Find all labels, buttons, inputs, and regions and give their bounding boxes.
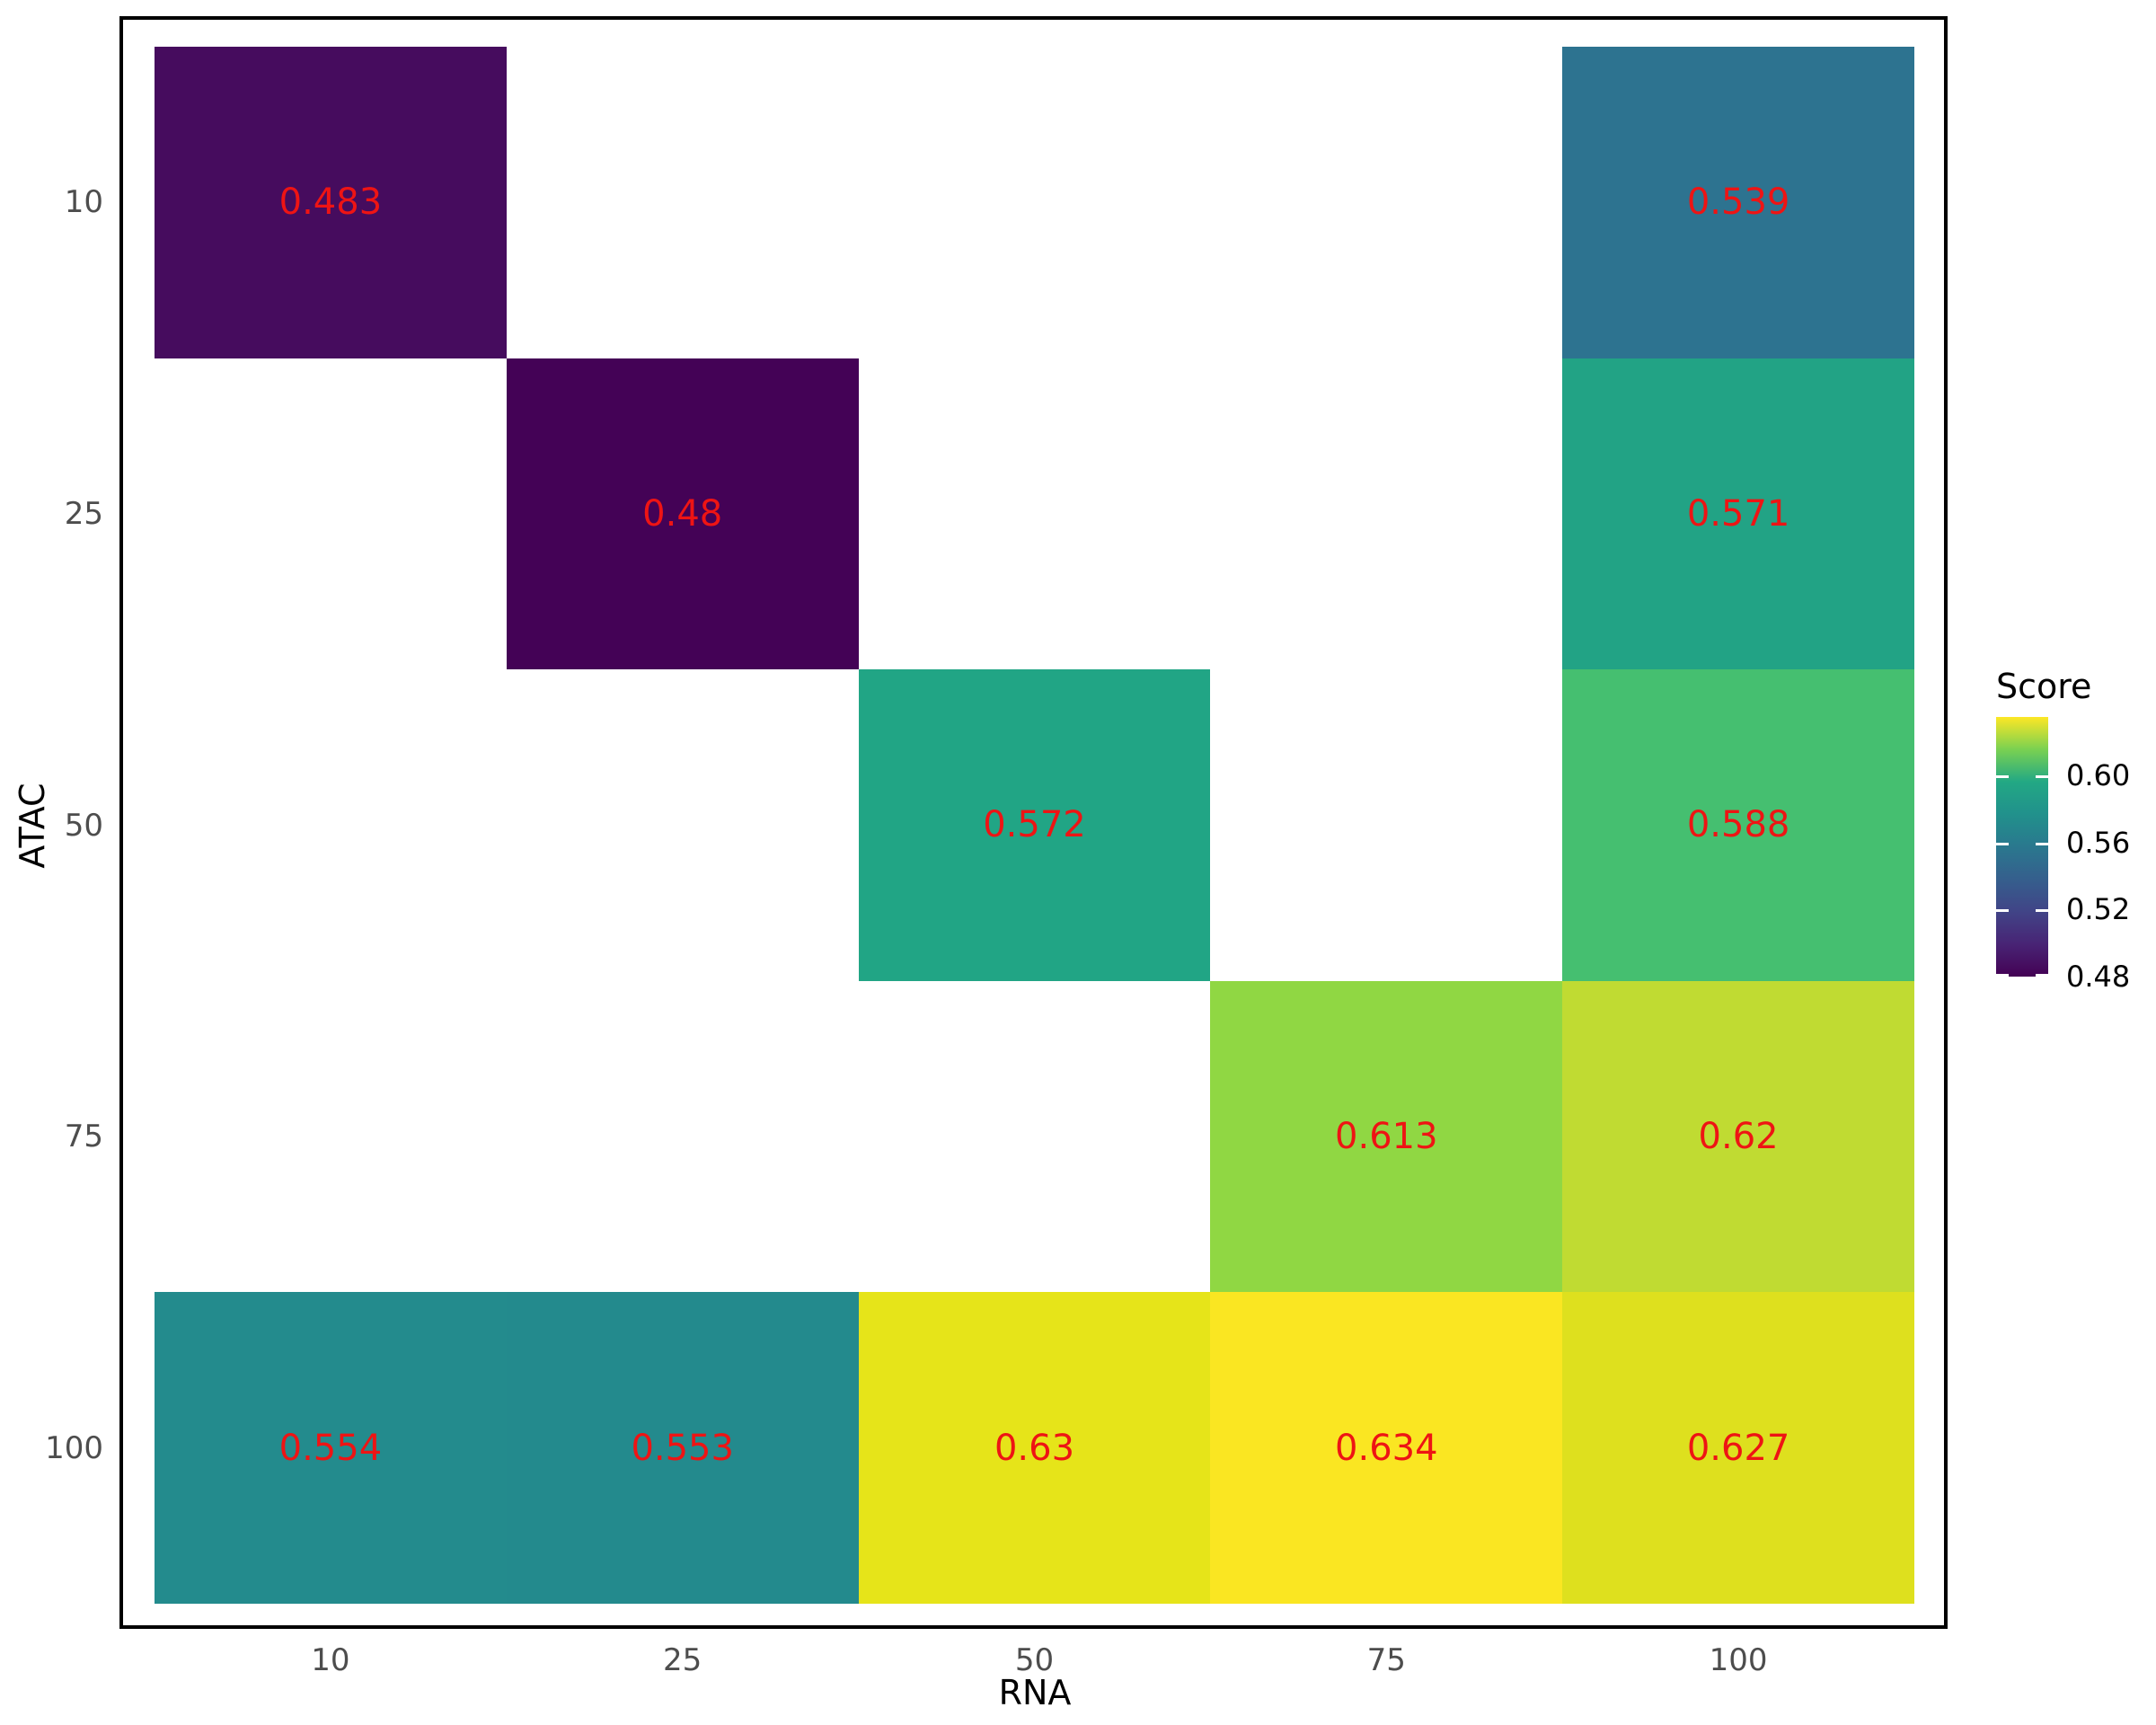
heatmap-cell: 0.571 [1562, 358, 1914, 670]
x-tick-label: 50 [1014, 1642, 1055, 1678]
legend-tick-mark [1996, 775, 2009, 779]
heatmap-cell: 0.63 [858, 1292, 1211, 1604]
legend-title: Score [1996, 667, 2092, 706]
legend-tick-mark [1996, 909, 2009, 913]
x-axis-title: RNA [998, 1673, 1072, 1712]
heatmap-cell: 0.634 [1210, 1292, 1563, 1604]
y-tick-label: 10 [64, 184, 103, 221]
cell-value-label: 0.571 [1686, 492, 1790, 535]
legend-tick-mark [2036, 775, 2048, 779]
cell-value-label: 0.554 [278, 1427, 383, 1469]
heatmap-cell: 0.554 [155, 1292, 507, 1604]
heatmap-cell: 0.483 [155, 47, 507, 358]
heatmap-cell: 0.627 [1562, 1292, 1914, 1604]
x-tick-label: 75 [1366, 1642, 1406, 1678]
legend-colorbar [1996, 717, 2048, 977]
cell-value-label: 0.588 [1686, 804, 1790, 846]
cell-value-label: 0.553 [631, 1427, 734, 1469]
cell-value-label: 0.572 [983, 804, 1086, 846]
heatmap-cell: 0.539 [1562, 47, 1914, 358]
cell-value-label: 0.62 [1698, 1116, 1779, 1158]
legend-tick-mark [2036, 909, 2048, 913]
cell-value-label: 0.483 [278, 181, 383, 224]
legend-tick-label: 0.48 [2066, 960, 2131, 994]
x-tick-label: 100 [1709, 1642, 1768, 1678]
legend-tick-mark [1996, 974, 2009, 977]
plot-panel: 0.483 0.539 0.48 0.571 0.572 0.588 0.613 0.62 0.… [119, 16, 1948, 1629]
legend-tick-label: 0.52 [2066, 892, 2131, 927]
cell-value-label: 0.627 [1686, 1427, 1790, 1469]
heatmap-cell: 0.588 [1562, 669, 1914, 981]
cell-value-label: 0.613 [1335, 1116, 1438, 1158]
legend-tick-label: 0.60 [2066, 758, 2131, 793]
legend-tick-mark [2036, 974, 2048, 977]
cell-value-label: 0.48 [642, 492, 723, 535]
y-axis-title: ATAC [13, 783, 52, 869]
heatmap-cell: 0.613 [1210, 980, 1563, 1293]
y-tick-label: 50 [64, 807, 103, 844]
x-tick-label: 25 [663, 1642, 702, 1678]
heatmap-cell: 0.572 [858, 669, 1211, 981]
cell-value-label: 0.63 [994, 1427, 1075, 1469]
legend-tick-label: 0.56 [2066, 825, 2131, 860]
heatmap-cell: 0.553 [506, 1292, 859, 1604]
heatmap-cell: 0.62 [1562, 980, 1914, 1293]
legend-tick-mark [1996, 842, 2009, 845]
cell-value-label: 0.539 [1686, 181, 1790, 224]
legend-tick-mark [2036, 842, 2048, 845]
y-tick-label: 75 [64, 1119, 103, 1155]
y-tick-label: 100 [45, 1429, 103, 1466]
y-tick-label: 25 [64, 495, 103, 532]
x-tick-label: 10 [311, 1642, 350, 1678]
heatmap-cell: 0.48 [506, 358, 859, 670]
cell-value-label: 0.634 [1335, 1427, 1438, 1469]
